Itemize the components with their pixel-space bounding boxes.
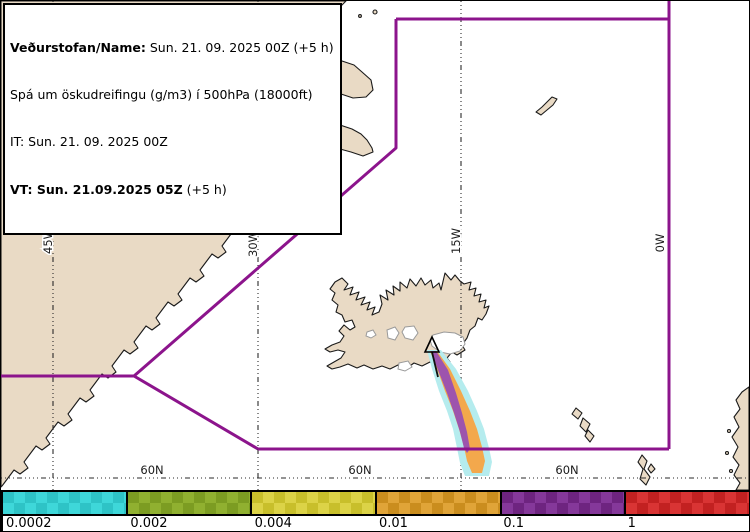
map-canvas: 45W 30W 15W 60N 60N 60N 0W	[1, 1, 749, 490]
legend-swatch-1	[624, 492, 749, 514]
legend-labels: 0.0002 0.002 0.004 0.01 0.1 1	[3, 516, 749, 531]
parallel-label-60n: 60N	[555, 463, 578, 477]
meridian-label-15w: 15W	[449, 228, 463, 254]
title-line-vt: VT: Sun. 21.09.2025 05Z (+5 h)	[10, 182, 334, 198]
parallel-label-60n: 60N	[348, 463, 371, 477]
shetland-islands	[647, 463, 656, 474]
legend-label: 0.004	[254, 516, 292, 531]
glacier-langjokull	[386, 326, 400, 341]
meridian-label-0w: 0W	[653, 234, 667, 253]
legend-swatch-0p0002	[3, 492, 126, 514]
faroe-islands	[584, 429, 595, 443]
glacier-hofsjokull	[401, 325, 419, 341]
legend-label: 0.01	[378, 516, 408, 531]
ash-plume-core	[431, 351, 470, 453]
title-line-product: Spá um öskudreifingu (g/m3) í 500hPa (18…	[10, 86, 313, 102]
meridian-label-30w: 30W	[246, 231, 260, 257]
title-name-value: Sun. 21. 09. 2025 00Z (+5 h)	[145, 39, 334, 55]
legend-label: 0.002	[130, 516, 168, 531]
ash-plume	[427, 350, 492, 476]
title-line-it: IT: Sun. 21. 09. 2025 00Z	[10, 134, 168, 150]
legend-label: 0.1	[503, 516, 524, 531]
islet	[372, 9, 378, 15]
faroe-islands	[579, 417, 591, 433]
faroe-islands	[571, 407, 583, 420]
glacier-small	[365, 329, 377, 339]
legend-swatch-0p004	[250, 492, 376, 514]
islet	[358, 14, 362, 18]
legend-swatch-0p002	[125, 492, 251, 514]
title-line-name: Veðurstofan/Name: Sun. 21. 09. 2025 00Z …	[10, 40, 334, 56]
legend-label: 0.0002	[6, 516, 52, 531]
forecast-title-box: Veðurstofan/Name: Sun. 21. 09. 2025 00Z …	[3, 3, 342, 236]
title-vt-offset: (+5 h)	[182, 181, 227, 197]
title-name-label: Veðurstofan/Name:	[10, 39, 146, 55]
norway-coast	[731, 386, 749, 490]
legend-swatch-0p01	[375, 492, 500, 514]
fir-boundary	[1, 1, 671, 451]
fir-boundary-west	[1, 19, 398, 451]
glacier-myrdalsjokull	[397, 360, 413, 372]
legend-colorbar	[3, 492, 749, 516]
legend-swatch-0p1	[499, 492, 625, 514]
glaciers	[365, 325, 466, 372]
title-vt-label: VT: Sun. 21.09.2025 05Z	[10, 181, 183, 197]
islet	[724, 450, 730, 456]
concentration-legend: 0.0002 0.002 0.004 0.01 0.1 1	[1, 490, 749, 531]
glacier-vatnajokull	[429, 331, 466, 355]
parallel-label-60n: 60N	[140, 463, 163, 477]
plume-track-line	[431, 351, 439, 378]
islet	[728, 468, 734, 474]
jan-mayen-island	[535, 96, 558, 116]
legend-label: 1	[627, 516, 636, 531]
volcano-triangle-marker	[423, 335, 441, 353]
graticule	[1, 1, 749, 490]
islet	[726, 428, 732, 434]
